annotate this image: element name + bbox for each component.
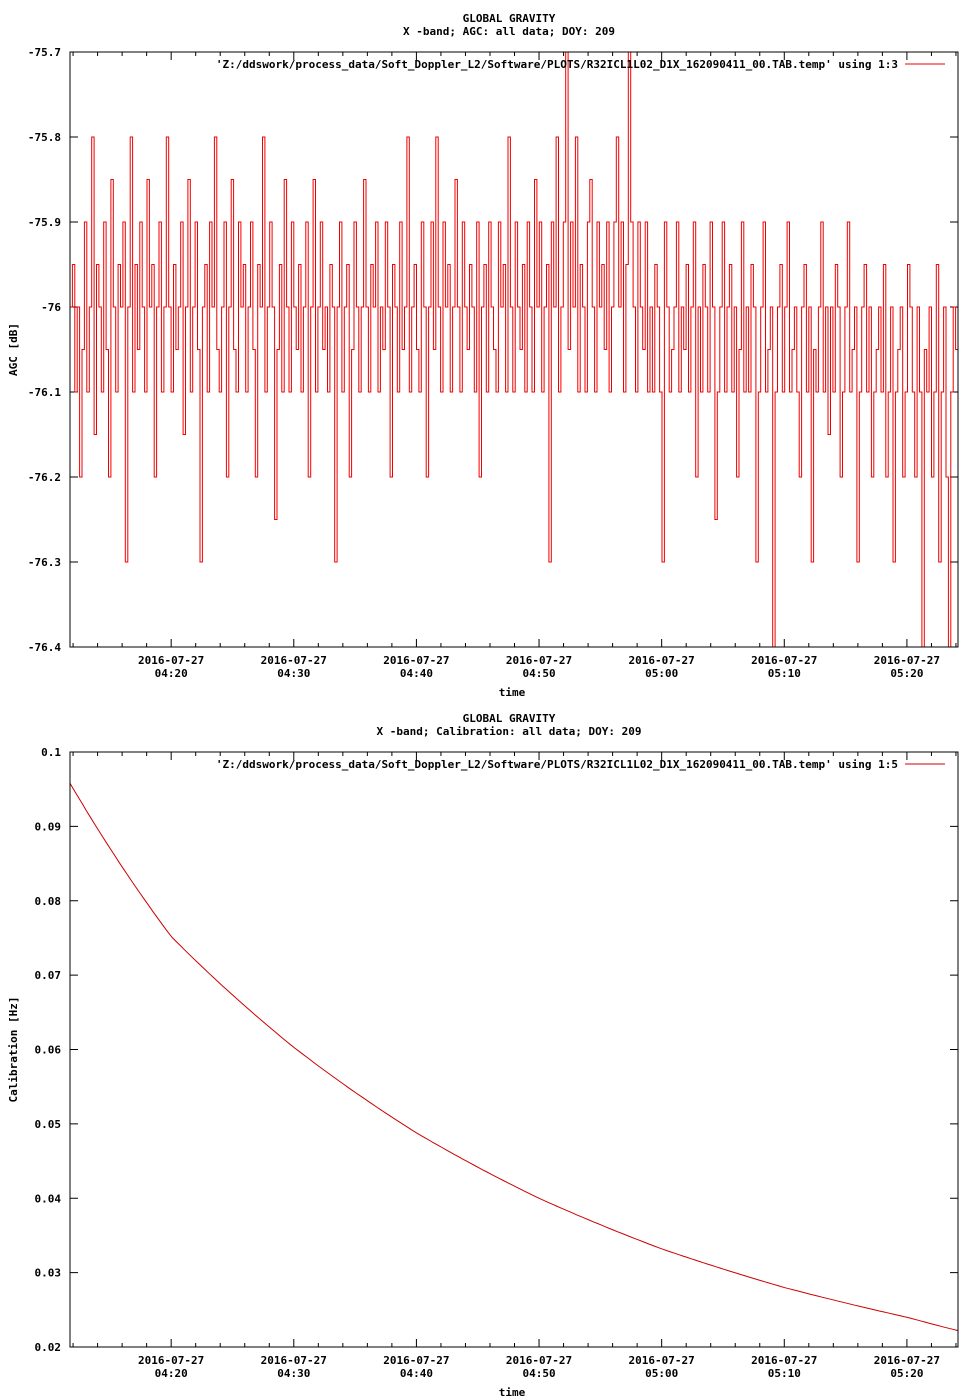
y-tick-label: -76.4: [28, 641, 61, 654]
y-tick-label: -75.7: [28, 46, 61, 59]
x-tick-label-time: 05:00: [645, 1367, 678, 1380]
x-tick-label-date: 2016-07-27: [261, 1354, 327, 1367]
series-line: [70, 51, 958, 648]
x-tick-label-date: 2016-07-27: [138, 654, 204, 667]
x-tick-label-date: 2016-07-27: [629, 1354, 695, 1367]
x-tick-label-date: 2016-07-27: [506, 654, 572, 667]
x-tick-label-date: 2016-07-27: [874, 1354, 940, 1367]
x-tick-label-date: 2016-07-27: [629, 654, 695, 667]
x-tick-label-time: 04:20: [155, 667, 188, 680]
y-tick-label: 0.05: [35, 1118, 62, 1131]
x-tick-label-date: 2016-07-27: [138, 1354, 204, 1367]
y-tick-label: -76.3: [28, 556, 61, 569]
x-tick-label-time: 05:10: [768, 1367, 801, 1380]
x-tick-label-time: 04:40: [400, 1367, 433, 1380]
chart-subtitle: X -band; AGC: all data; DOY: 209: [403, 25, 615, 38]
x-axis-label: time: [499, 686, 526, 699]
chart-title: GLOBAL GRAVITY: [463, 12, 556, 25]
y-tick-label: 0.09: [35, 820, 62, 833]
x-tick-label-time: 04:20: [155, 1367, 188, 1380]
chart-subtitle: X -band; Calibration: all data; DOY: 209: [377, 725, 642, 738]
x-tick-label-time: 05:00: [645, 667, 678, 680]
y-tick-label: 0.04: [35, 1192, 62, 1205]
y-tick-label: -76.2: [28, 471, 61, 484]
y-tick-label: -76: [41, 301, 61, 314]
y-tick-label: 0.07: [35, 969, 62, 982]
x-tick-label-date: 2016-07-27: [383, 654, 449, 667]
plot-frame: [69, 51, 959, 648]
x-axis-label: time: [499, 1386, 526, 1399]
series-line: [69, 782, 959, 1332]
x-tick-label-date: 2016-07-27: [751, 1354, 817, 1367]
x-tick-label-time: 05:20: [890, 667, 923, 680]
y-tick-label: 0.1: [41, 746, 61, 759]
y-tick-label: 0.08: [35, 895, 62, 908]
y-axis-label: AGC [dB]: [7, 323, 20, 376]
x-tick-label-date: 2016-07-27: [261, 654, 327, 667]
legend-entry-label: 'Z:/ddswork/process_data/Soft_Doppler_L2…: [216, 58, 898, 71]
x-tick-label-date: 2016-07-27: [506, 1354, 572, 1367]
x-tick-label-time: 04:50: [522, 1367, 555, 1380]
y-axis-label: Calibration [Hz]: [7, 997, 20, 1103]
x-tick-label-time: 04:30: [277, 667, 310, 680]
y-tick-label: 0.03: [35, 1267, 62, 1280]
x-tick-label-date: 2016-07-27: [383, 1354, 449, 1367]
x-tick-label-date: 2016-07-27: [751, 654, 817, 667]
y-tick-label: -75.8: [28, 131, 61, 144]
y-tick-label: -76.1: [28, 386, 61, 399]
legend-entry-label: 'Z:/ddswork/process_data/Soft_Doppler_L2…: [216, 758, 898, 771]
y-tick-label: 0.02: [35, 1341, 62, 1354]
x-tick-label-time: 04:50: [522, 667, 555, 680]
x-tick-label-date: 2016-07-27: [874, 654, 940, 667]
x-tick-label-time: 05:10: [768, 667, 801, 680]
y-tick-label: -75.9: [28, 216, 61, 229]
chart-title: GLOBAL GRAVITY: [463, 712, 556, 725]
x-tick-label-time: 05:20: [890, 1367, 923, 1380]
x-tick-label-time: 04:40: [400, 667, 433, 680]
x-tick-label-time: 04:30: [277, 1367, 310, 1380]
plot-frame: [69, 751, 959, 1348]
y-tick-label: 0.06: [35, 1044, 62, 1057]
